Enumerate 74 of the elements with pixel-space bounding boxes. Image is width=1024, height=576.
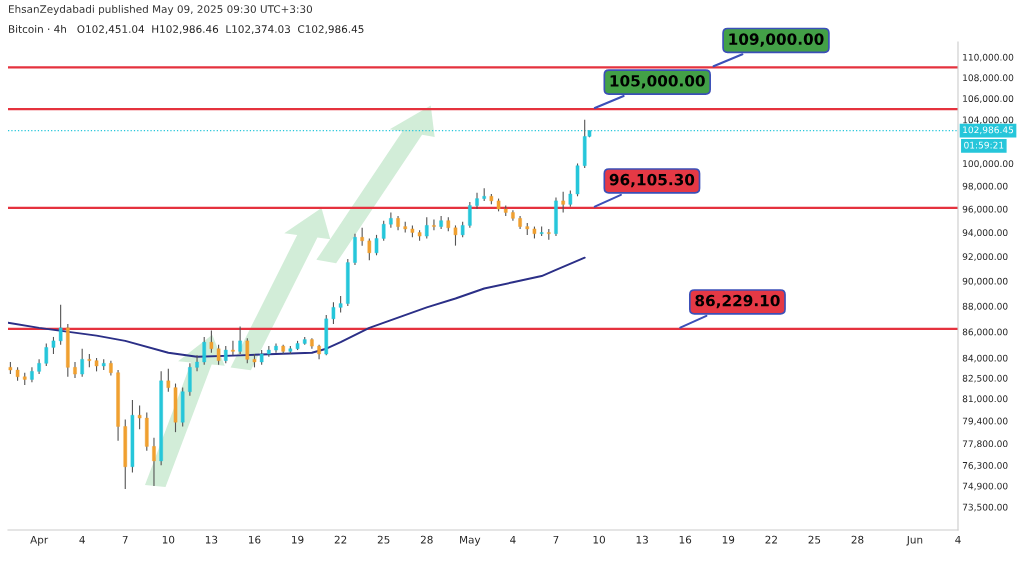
x-tick-label: 28 (851, 535, 864, 544)
y-tick-label: 104,000.00 (963, 116, 1014, 125)
y-tick-label: 110,000.00 (963, 53, 1014, 62)
candlestick (374, 234, 379, 256)
line-series (8, 256, 586, 358)
candlestick (216, 344, 221, 366)
text: EhsanZeydabadi published May 09, 2025 09:30 UTC+3:30 (9, 4, 313, 16)
x-tick-label: 16 (248, 535, 261, 544)
ref-line-label: 96,105.30 (609, 173, 695, 188)
y-tick-label: 74,900.00 (962, 482, 1008, 491)
candlestick (389, 211, 393, 229)
text: 01:59:21 (964, 141, 1004, 149)
y-tick-label: 73,500.00 (962, 503, 1008, 512)
y-tick-label: 86,000.00 (962, 328, 1008, 337)
ref-line-label: 105,000.00 (610, 75, 705, 89)
y-tick-label: 96,000.00 (962, 205, 1008, 214)
x-tick-label: 28 (420, 535, 433, 544)
ref-line-label: 86,229.10 (695, 294, 780, 309)
x-tick-label: Apr (30, 535, 49, 546)
y-tick-label: 94,000.00 (962, 229, 1008, 237)
candlestick (166, 368, 171, 393)
y-tick-label: 100,000.00 (963, 160, 1014, 168)
candlestick (80, 348, 84, 378)
candlestick (195, 354, 199, 372)
x-tick-label: 22 (765, 535, 777, 544)
x-tick-label: 4 (79, 535, 85, 544)
candlestick (561, 191, 565, 214)
y-tick-label: 79,400.00 (962, 417, 1008, 426)
x-tick-label: 10 (593, 535, 605, 544)
candlestick (202, 336, 207, 366)
x-tick-label: 16 (679, 535, 692, 544)
ref-line-label: 102,986.45 (963, 126, 1014, 135)
candlestick (209, 329, 214, 354)
candlestick (137, 404, 142, 430)
y-tick-label: 88,000.00 (962, 302, 1008, 311)
x-tick-label: May (460, 535, 481, 546)
y-tick-label: 76,300.00 (962, 462, 1008, 470)
candlestick (231, 340, 235, 356)
candlestick (331, 301, 336, 325)
candlestick (58, 304, 63, 346)
chart-title: Bitcoin · 4h O102,451.04 H102,986.46 L102,374.03 C102,986.45 (9, 24, 364, 35)
y-tick-label: 84,000.00 (962, 354, 1008, 363)
y-tick-label: 98,000.00 (962, 182, 1008, 191)
x-tick-label: 19 (722, 535, 735, 544)
x-tick-label: 13 (205, 535, 218, 544)
x-tick-label: 10 (162, 535, 175, 544)
x-tick-label: 19 (292, 535, 304, 544)
y-tick-label: 90,000.00 (962, 277, 1008, 286)
y-tick-label: 82,500.00 (962, 374, 1008, 383)
candlestick (44, 342, 49, 367)
y-tick-label: 81,000.00 (962, 395, 1008, 404)
candlestick (245, 337, 250, 364)
y-tick-label: 92,000.00 (962, 253, 1008, 261)
candlestick (238, 326, 242, 355)
candlestick (432, 218, 436, 231)
x-tick-label: 7 (553, 535, 559, 544)
x-tick-label: 4 (955, 535, 961, 544)
candlestick (453, 224, 458, 247)
y-tick-label: 77,800.00 (962, 440, 1008, 449)
x-tick-label: 25 (377, 535, 390, 544)
candlestick (152, 437, 156, 487)
x-tick-label: Jun (906, 535, 923, 546)
y-tick-label: 106,000.00 (963, 95, 1014, 103)
x-tick-label: 4 (510, 535, 516, 544)
x-tick-label: 22 (334, 535, 347, 544)
x-tick-label: 13 (636, 535, 648, 544)
candlestick (424, 216, 429, 240)
x-tick-label: 7 (122, 535, 128, 544)
y-tick-label: 108,000.00 (963, 74, 1014, 83)
candlestick (468, 201, 472, 229)
ref-line-label: 109,000.00 (729, 33, 824, 47)
candlestick (367, 237, 372, 261)
x-tick-label: 25 (808, 535, 821, 544)
candlestick (381, 220, 386, 242)
